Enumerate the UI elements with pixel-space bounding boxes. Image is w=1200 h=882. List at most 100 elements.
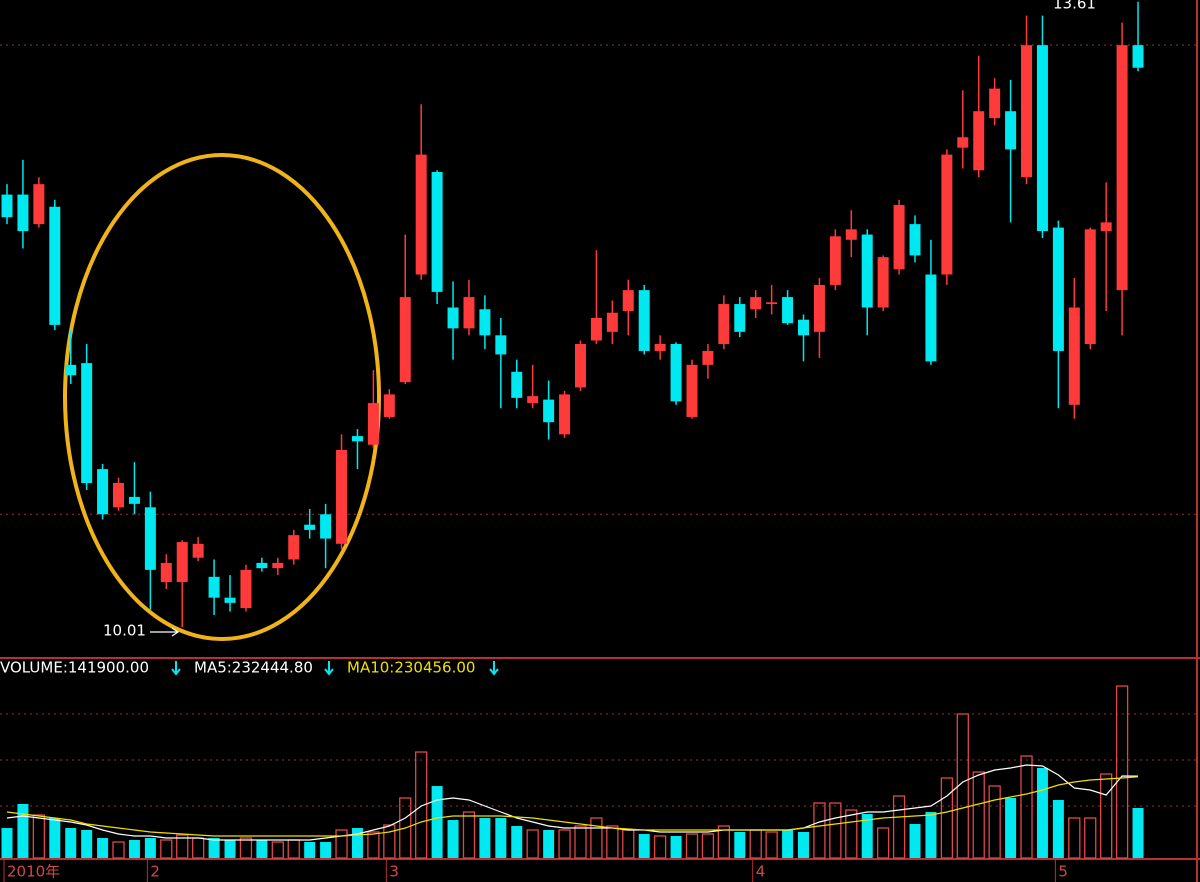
candle-body xyxy=(734,304,746,332)
candle-body xyxy=(240,569,252,609)
candle-body xyxy=(957,137,969,148)
candle-body xyxy=(670,344,682,402)
volume-bar xyxy=(479,818,491,858)
candle-body xyxy=(909,224,921,256)
volume-bar xyxy=(956,713,969,859)
candle-body xyxy=(989,88,1001,119)
volume-bar xyxy=(431,786,443,858)
ma10-legend: MA10:230456.00 xyxy=(347,659,475,677)
arrow-icon xyxy=(324,661,334,676)
volume-bar xyxy=(112,841,125,859)
volume-bar xyxy=(128,839,140,858)
candle-body xyxy=(798,319,809,336)
x-tick-label: 4 xyxy=(756,863,766,881)
candle-body xyxy=(33,184,45,225)
volume-legend: VOLUME:141900.00 xyxy=(0,659,149,677)
low-label: 10.01 xyxy=(103,622,146,640)
candle-body xyxy=(750,297,762,310)
candle-body xyxy=(97,469,109,515)
candle-body xyxy=(113,482,125,508)
volume-bar xyxy=(49,818,61,858)
candle-body xyxy=(861,234,873,308)
candle-body xyxy=(654,344,666,351)
candle-body xyxy=(1132,45,1144,68)
volume-bar xyxy=(144,837,156,858)
ma5-legend: MA5:232444.80 xyxy=(194,659,313,677)
ma-line xyxy=(6,764,1139,841)
volume-bar xyxy=(988,785,1001,859)
candle-body xyxy=(925,274,937,362)
volume-bar xyxy=(1005,798,1017,858)
candle-body xyxy=(718,304,730,345)
volume-bar xyxy=(1052,800,1064,858)
ma-line xyxy=(6,776,1139,837)
high-label: 13.61 xyxy=(1053,0,1096,13)
volume-bar xyxy=(462,811,476,859)
volume-bar xyxy=(940,777,954,859)
candle-body xyxy=(208,576,220,598)
volume-bar xyxy=(558,829,571,859)
volume-bar xyxy=(685,833,699,859)
candle-body xyxy=(1,194,13,218)
candle-body xyxy=(272,562,284,569)
candle-body xyxy=(1084,229,1096,345)
candle-body xyxy=(144,507,156,570)
volume-bar xyxy=(399,797,412,859)
volume-bar xyxy=(526,829,539,859)
candle-body xyxy=(527,396,539,404)
volume-bar xyxy=(909,824,921,858)
volume-bar xyxy=(877,827,890,859)
candle-body xyxy=(447,307,459,329)
volume-bar xyxy=(335,829,348,859)
volume-bar xyxy=(798,831,809,858)
candle-body xyxy=(829,236,841,285)
volume-bar xyxy=(574,825,587,859)
volume-bar xyxy=(829,802,842,859)
candle-body xyxy=(511,371,523,398)
candle-body xyxy=(1021,45,1033,178)
volume-bar xyxy=(606,825,619,859)
candle-body xyxy=(288,535,300,560)
volume-bar xyxy=(701,833,715,859)
candle-body xyxy=(590,317,602,341)
candle-body xyxy=(336,449,348,544)
volume-bar xyxy=(32,814,46,859)
volume-bar xyxy=(1100,773,1113,859)
arrow-icon xyxy=(489,661,499,676)
volume-bar xyxy=(447,820,459,858)
volume-bar xyxy=(861,813,873,858)
volume-bar xyxy=(1,828,13,858)
candle-body xyxy=(495,335,507,355)
candle-body xyxy=(431,172,443,292)
volume-bar xyxy=(495,818,507,858)
candle-body xyxy=(574,344,586,388)
candle-body xyxy=(351,436,363,442)
candle-body xyxy=(543,399,555,423)
volume-bar xyxy=(17,803,29,858)
candle-body xyxy=(176,542,188,583)
volume-bar xyxy=(972,771,985,859)
candle-body xyxy=(81,363,93,483)
candle-body xyxy=(128,496,140,504)
volume-bar xyxy=(511,826,523,858)
candle-body xyxy=(399,297,411,383)
volume-bar xyxy=(304,842,316,858)
x-tick-label: 5 xyxy=(1058,863,1068,881)
volume-bar xyxy=(383,824,396,859)
candle-body xyxy=(941,154,953,275)
volume-bar xyxy=(208,837,220,858)
volume-bar xyxy=(239,837,253,859)
volume-bar xyxy=(81,829,93,858)
volume-bar xyxy=(543,829,555,858)
candle-body xyxy=(1005,111,1017,150)
candle-body xyxy=(463,297,475,329)
arrow-icon xyxy=(171,661,181,676)
volume-bar xyxy=(415,751,428,859)
candle-body xyxy=(256,562,268,569)
candle-body xyxy=(49,206,61,325)
volume-bar xyxy=(1020,755,1033,859)
volume-bar xyxy=(782,829,794,858)
candle-body xyxy=(383,394,395,417)
volume-bar xyxy=(65,828,77,858)
volume-bar xyxy=(271,841,284,859)
